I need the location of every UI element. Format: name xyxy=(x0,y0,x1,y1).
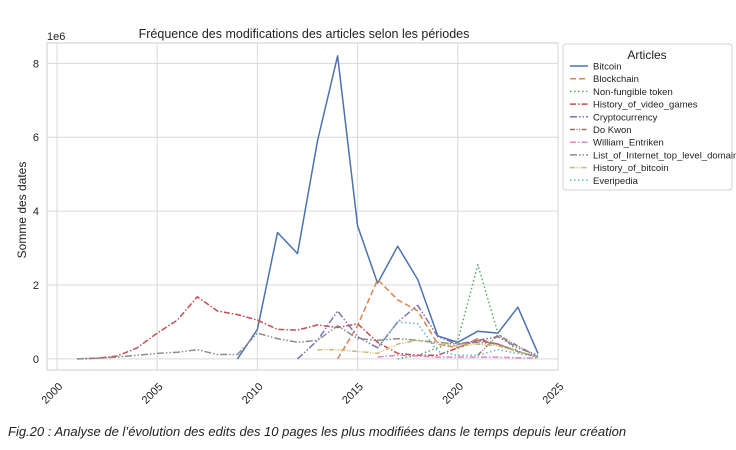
x-tick-label: 2020 xyxy=(440,381,466,407)
legend-label: Non-fungible token xyxy=(593,87,673,98)
y-scale-exponent: 1e6 xyxy=(47,31,65,43)
series-line-3 xyxy=(77,296,539,360)
legend-title: Articles xyxy=(627,48,666,62)
x-tick-label: 2000 xyxy=(40,381,66,407)
legend-label: Blockchain xyxy=(593,74,639,85)
series-line-1 xyxy=(336,278,539,360)
legend-label: Cryptocurrency xyxy=(593,112,658,123)
legend-box xyxy=(562,43,733,191)
legend-label: Do Kwon xyxy=(593,125,632,136)
y-tick-label: 8 xyxy=(33,58,39,70)
series-line-7 xyxy=(77,324,539,360)
series-line-6 xyxy=(377,354,539,359)
legend-label: History_of_bitcoin xyxy=(593,163,669,174)
y-tick-labels: 0 2 4 6 8 xyxy=(33,58,39,366)
y-tick-label: 6 xyxy=(33,132,39,144)
chart: Fréquence des modifications des articles… xyxy=(15,27,736,407)
y-tick-label: 0 xyxy=(33,354,39,366)
legend-label: List_of_Internet_top_level_domains xyxy=(593,150,736,161)
y-tick-label: 2 xyxy=(33,280,39,292)
x-tick-labels: 2000 2005 2010 2015 2020 2025 xyxy=(40,381,567,407)
chart-title: Fréquence des modifications des articles… xyxy=(139,27,470,41)
series-line-4 xyxy=(296,304,539,360)
x-tick-label: 2015 xyxy=(340,381,366,407)
y-tick-label: 4 xyxy=(33,206,39,218)
x-tick-label: 2025 xyxy=(541,381,567,407)
grid xyxy=(47,43,559,370)
y-axis-label: Somme des dates xyxy=(15,162,29,259)
plot-area xyxy=(46,42,559,371)
legend-label: History_of_video_games xyxy=(593,100,698,111)
x-tick-label: 2005 xyxy=(140,381,166,407)
series-line-0 xyxy=(236,55,539,360)
legend-label: Bitcoin xyxy=(593,62,622,73)
series-layer xyxy=(77,55,539,360)
legend-label: William_Entriken xyxy=(593,138,664,149)
figure-caption: Fig.20 : Analyse de l’évolution des edit… xyxy=(8,424,627,439)
legend-label: Everipedia xyxy=(593,176,639,187)
series-line-8 xyxy=(317,339,539,358)
x-tick-label: 2010 xyxy=(240,381,266,407)
